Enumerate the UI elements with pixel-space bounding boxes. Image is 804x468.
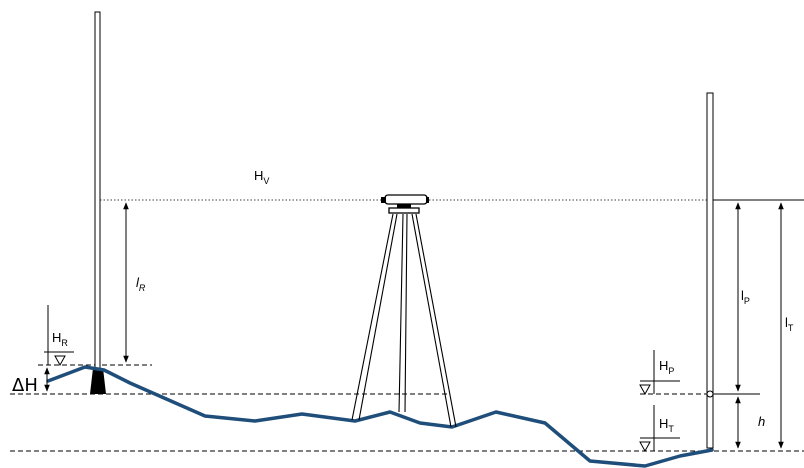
ht-elevation-marker	[639, 405, 680, 453]
right-rod-marker	[706, 390, 714, 398]
hp-elevation-marker	[639, 350, 680, 396]
hr-elevation-marker	[44, 305, 74, 367]
tripod	[351, 213, 457, 428]
lt-label: lT	[785, 315, 794, 333]
level-instrument	[381, 194, 429, 214]
right-leveling-rod	[706, 92, 714, 449]
lr-label: lR	[136, 275, 146, 293]
lp-label: lP	[741, 288, 750, 306]
left-rod-base	[90, 368, 106, 394]
left-leveling-rod	[94, 11, 101, 369]
ht-label: HT	[659, 416, 674, 434]
ground-profile	[46, 365, 714, 468]
hp-label: HP	[659, 358, 674, 376]
h-label: h	[758, 414, 765, 429]
hv-label: HV	[254, 168, 269, 186]
delta-h-label: ΔH	[12, 375, 38, 396]
hr-label: HR	[52, 330, 68, 348]
